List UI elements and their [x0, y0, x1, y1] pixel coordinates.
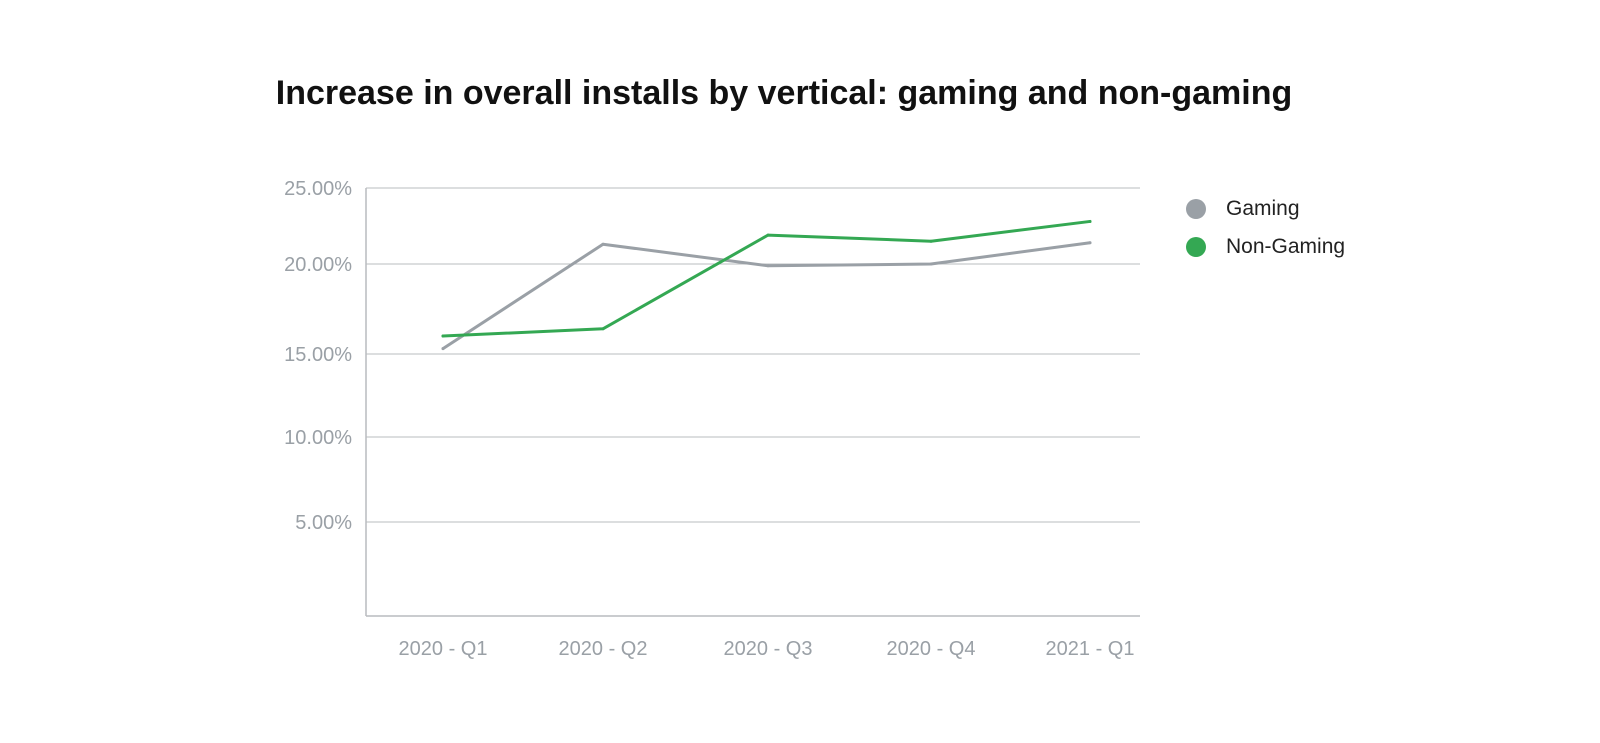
series-layer	[441, 219, 1092, 351]
x-tick-label: 2021 - Q1	[1046, 638, 1135, 660]
legend-item-gaming: Gaming	[1186, 190, 1345, 228]
series-line-non-gaming	[441, 219, 1092, 338]
data-point-non-gaming	[1088, 219, 1092, 223]
y-tick-label: 15.00%	[284, 344, 352, 366]
legend-swatch-non-gaming	[1186, 237, 1206, 257]
data-point-gaming	[766, 264, 770, 268]
data-point-non-gaming	[929, 239, 933, 243]
data-point-non-gaming	[766, 233, 770, 237]
axis-layer	[365, 188, 1140, 617]
chart-legend: Gaming Non-Gaming	[1186, 190, 1345, 266]
data-point-non-gaming	[441, 334, 445, 338]
legend-label-gaming: Gaming	[1226, 197, 1300, 220]
y-tick-label: 20.00%	[284, 254, 352, 276]
grid-layer	[366, 187, 1140, 523]
tick-layer: 5.00% 10.00% 15.00% 20.00% 25.00% 2020 - Q1 20…	[284, 178, 1134, 660]
chart-title: Increase in overall installs by vertical…	[275, 74, 1293, 112]
legend-swatch-gaming	[1186, 199, 1206, 219]
data-point-gaming	[601, 242, 605, 246]
y-tick-label: 10.00%	[284, 427, 352, 449]
legend-item-non-gaming: Non-Gaming	[1186, 228, 1345, 266]
x-tick-label: 2020 - Q2	[559, 638, 648, 660]
y-tick-label: 5.00%	[295, 512, 352, 534]
y-tick-label: 25.00%	[284, 178, 352, 200]
x-tick-label: 2020 - Q3	[724, 638, 813, 660]
data-point-gaming	[929, 262, 933, 266]
data-point-gaming	[1088, 241, 1092, 245]
data-point-non-gaming	[601, 327, 605, 331]
data-point-gaming	[441, 347, 445, 351]
x-tick-label: 2020 - Q1	[399, 638, 488, 660]
x-tick-label: 2020 - Q4	[887, 638, 976, 660]
legend-label-non-gaming: Non-Gaming	[1226, 235, 1346, 258]
